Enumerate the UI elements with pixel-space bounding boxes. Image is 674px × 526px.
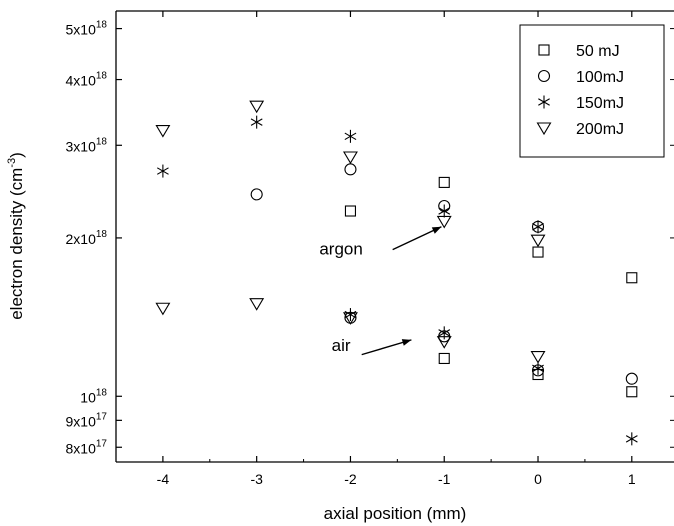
star-stroke: [344, 132, 357, 141]
y-axis-title: electron density (cm-3): [6, 152, 26, 320]
x-tick-label: -1: [438, 471, 451, 487]
data-point-150mj: [250, 115, 263, 129]
data-point-200mj: [530, 350, 546, 364]
data-point-50mj: [438, 176, 450, 188]
y-tick-mantissa: 4x10: [66, 73, 97, 89]
star-stroke: [438, 329, 451, 337]
data-point-200mj: [155, 124, 171, 138]
y-tick-label: 2x1018: [66, 229, 108, 247]
plot-frame: [115, 10, 674, 463]
data-point-100mj: [537, 69, 551, 83]
y-tick-exponent: 18: [96, 136, 108, 147]
y-tick-exponent: 18: [96, 229, 108, 240]
star-stroke: [538, 98, 550, 106]
y-tick-mantissa: 10: [80, 389, 96, 405]
data-point-100mj: [250, 188, 263, 201]
y-tick-exponent: 18: [96, 387, 108, 398]
data-point-50mj: [532, 246, 544, 258]
data-points: [155, 100, 638, 446]
y-tick-label: 9x1017: [66, 411, 108, 429]
annotation-arrow-head: [401, 339, 412, 346]
y-tick-exponent: 17: [96, 438, 108, 449]
y-tick-mantissa: 3x10: [66, 138, 97, 154]
data-point-150mj: [438, 204, 451, 218]
x-axis: -4 -3 -2 -1 0 1: [157, 11, 636, 487]
data-point-200mj: [530, 234, 546, 248]
y-tick-mantissa: 2x10: [66, 231, 97, 247]
y-tick-label: 3x1018: [66, 136, 108, 154]
y-tick-label: 1018: [80, 387, 107, 405]
data-point-200mj: [249, 298, 265, 311]
data-point-200mj: [436, 336, 452, 349]
y-tick-exponent: 18: [96, 20, 108, 31]
y-tick-label: 5x1018: [66, 20, 108, 38]
x-tick-label: -3: [250, 471, 263, 487]
y-tick-exponent: 18: [96, 71, 108, 82]
data-point-200mj: [342, 151, 358, 165]
data-point-50mj: [538, 44, 550, 56]
y-tick-exponent: 17: [96, 411, 108, 422]
x-tick-label: 1: [628, 471, 636, 487]
annotation-air: air: [332, 336, 351, 355]
x-tick-label: 0: [534, 471, 542, 487]
x-axis-title: axial position (mm): [324, 504, 467, 523]
data-point-150mj: [538, 95, 550, 109]
annotation-argon: argon: [319, 239, 362, 258]
data-point-100mj: [344, 163, 357, 176]
legend: 50 mJ 100mJ 150mJ 200mJ: [519, 24, 665, 158]
data-point-50mj: [626, 272, 638, 284]
y-axis-title-sup: -3: [6, 158, 18, 168]
star-stroke: [438, 207, 451, 215]
data-point-200mj: [536, 122, 552, 136]
legend-label: 50 mJ: [576, 43, 620, 60]
data-point-50mj: [626, 386, 638, 398]
legend-label: 150mJ: [576, 95, 624, 112]
x-tick-label: -2: [344, 471, 357, 487]
annotations: argon air: [319, 226, 442, 356]
y-tick-mantissa: 5x10: [66, 22, 97, 38]
legend-label: 100mJ: [576, 69, 624, 86]
data-point-150mj: [344, 129, 357, 143]
star-stroke: [156, 167, 169, 175]
data-point-200mj: [342, 312, 358, 325]
annotation-arrow-head: [431, 226, 442, 234]
data-point-100mj: [625, 372, 638, 385]
star-stroke: [625, 435, 638, 443]
x-tick-label: -4: [157, 471, 170, 487]
y-tick-label: 4x1018: [66, 71, 108, 89]
data-point-50mj: [344, 205, 357, 217]
y-axis-title-close: ): [7, 152, 26, 158]
y-axis-title-text: electron density (cm: [7, 168, 26, 320]
star-stroke: [532, 364, 544, 373]
data-point-150mj: [532, 220, 544, 234]
star-stroke: [532, 223, 544, 231]
y-tick-label: 8x1017: [66, 438, 108, 456]
data-point-150mj: [156, 164, 169, 178]
data-point-50mj: [438, 352, 450, 365]
data-point-150mj: [532, 361, 544, 375]
data-point-200mj: [436, 215, 452, 229]
y-tick-mantissa: 9x10: [66, 413, 97, 429]
data-point-200mj: [155, 302, 171, 316]
legend-label: 200mJ: [576, 121, 624, 138]
data-point-200mj: [249, 100, 265, 114]
y-tick-mantissa: 8x10: [66, 440, 97, 456]
star-stroke: [250, 118, 263, 126]
data-point-150mj: [625, 432, 638, 446]
